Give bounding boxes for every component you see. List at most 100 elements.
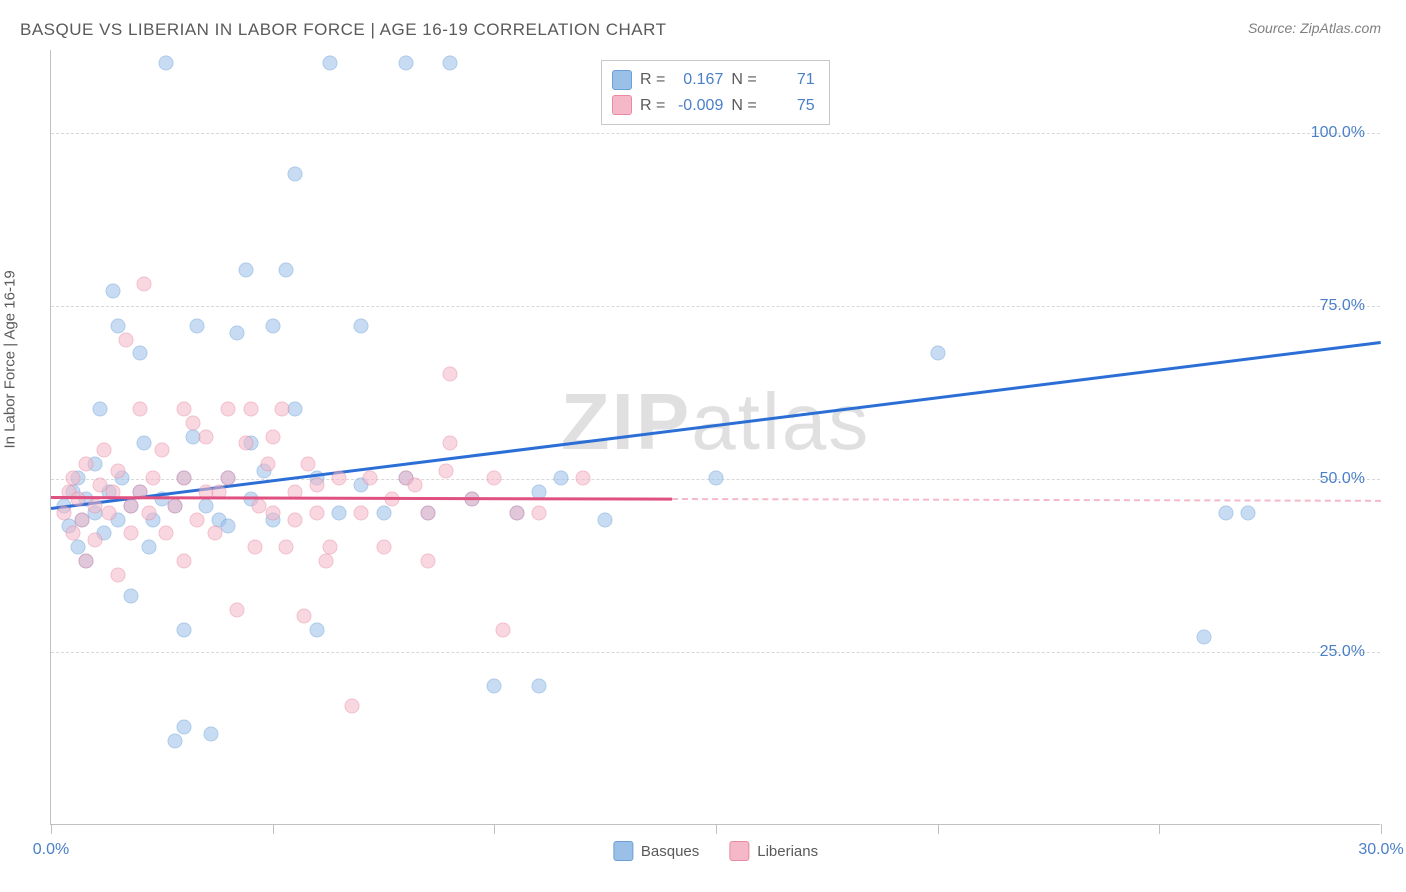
data-point bbox=[598, 512, 613, 527]
x-tick-label: 30.0% bbox=[1358, 841, 1403, 859]
data-point bbox=[443, 436, 458, 451]
n-value-liberians: 75 bbox=[765, 93, 815, 119]
gridline bbox=[51, 652, 1380, 653]
swatch-basques-icon bbox=[613, 841, 633, 861]
data-point bbox=[310, 505, 325, 520]
data-point bbox=[709, 471, 724, 486]
n-value-basques: 71 bbox=[765, 67, 815, 93]
data-point bbox=[509, 505, 524, 520]
data-point bbox=[354, 318, 369, 333]
data-point bbox=[332, 505, 347, 520]
data-point bbox=[154, 443, 169, 458]
data-point bbox=[363, 471, 378, 486]
data-point bbox=[1218, 505, 1233, 520]
data-point bbox=[301, 457, 316, 472]
data-point bbox=[407, 477, 422, 492]
data-point bbox=[531, 505, 546, 520]
data-point bbox=[487, 471, 502, 486]
data-point bbox=[1241, 505, 1256, 520]
data-point bbox=[203, 727, 218, 742]
stats-legend-box: R = 0.167 N = 71 R = -0.009 N = 75 bbox=[601, 60, 830, 125]
data-point bbox=[159, 526, 174, 541]
legend-item-liberians: Liberians bbox=[729, 841, 818, 861]
x-tick-label: 0.0% bbox=[33, 841, 69, 859]
y-axis-label: In Labor Force | Age 16-19 bbox=[2, 270, 19, 448]
data-point bbox=[243, 401, 258, 416]
data-point bbox=[141, 505, 156, 520]
data-point bbox=[177, 471, 192, 486]
data-point bbox=[287, 401, 302, 416]
data-point bbox=[137, 277, 152, 292]
data-point bbox=[110, 567, 125, 582]
data-point bbox=[177, 623, 192, 638]
data-point bbox=[177, 401, 192, 416]
data-point bbox=[376, 505, 391, 520]
data-point bbox=[123, 498, 138, 513]
data-point bbox=[265, 505, 280, 520]
data-point bbox=[66, 471, 81, 486]
data-point bbox=[376, 540, 391, 555]
data-point bbox=[92, 401, 107, 416]
data-point bbox=[323, 55, 338, 70]
data-point bbox=[265, 318, 280, 333]
gridline bbox=[51, 133, 1380, 134]
data-point bbox=[185, 415, 200, 430]
data-point bbox=[398, 55, 413, 70]
data-point bbox=[576, 471, 591, 486]
data-point bbox=[354, 505, 369, 520]
x-tick bbox=[716, 824, 717, 834]
y-tick-label: 100.0% bbox=[1311, 124, 1365, 142]
stats-row-basques: R = 0.167 N = 71 bbox=[612, 67, 815, 93]
data-point bbox=[110, 318, 125, 333]
data-point bbox=[123, 526, 138, 541]
data-point bbox=[221, 401, 236, 416]
trend-line-dashed bbox=[672, 498, 1381, 502]
data-point bbox=[553, 471, 568, 486]
data-point bbox=[221, 471, 236, 486]
data-point bbox=[265, 429, 280, 444]
r-value-liberians: -0.009 bbox=[673, 93, 723, 119]
y-tick-label: 75.0% bbox=[1320, 297, 1365, 315]
data-point bbox=[278, 263, 293, 278]
data-point bbox=[101, 505, 116, 520]
data-point bbox=[345, 699, 360, 714]
data-point bbox=[239, 263, 254, 278]
data-point bbox=[168, 733, 183, 748]
data-point bbox=[230, 602, 245, 617]
data-point bbox=[332, 471, 347, 486]
data-point bbox=[487, 678, 502, 693]
data-point bbox=[57, 505, 72, 520]
data-point bbox=[110, 464, 125, 479]
data-point bbox=[145, 471, 160, 486]
data-point bbox=[97, 443, 112, 458]
chart-plot-area: ZIPatlas R = 0.167 N = 71 R = -0.009 N =… bbox=[50, 50, 1380, 825]
data-point bbox=[70, 540, 85, 555]
swatch-basques bbox=[612, 70, 632, 90]
data-point bbox=[208, 526, 223, 541]
data-point bbox=[79, 554, 94, 569]
data-point bbox=[323, 540, 338, 555]
data-point bbox=[438, 464, 453, 479]
data-point bbox=[132, 346, 147, 361]
x-tick bbox=[938, 824, 939, 834]
data-point bbox=[274, 401, 289, 416]
data-point bbox=[106, 284, 121, 299]
r-value-basques: 0.167 bbox=[673, 67, 723, 93]
data-point bbox=[70, 491, 85, 506]
x-tick bbox=[273, 824, 274, 834]
data-point bbox=[159, 55, 174, 70]
trend-line bbox=[51, 496, 672, 500]
swatch-liberians-icon bbox=[729, 841, 749, 861]
data-point bbox=[190, 512, 205, 527]
y-tick-label: 50.0% bbox=[1320, 470, 1365, 488]
y-tick-label: 25.0% bbox=[1320, 643, 1365, 661]
data-point bbox=[230, 325, 245, 340]
data-point bbox=[177, 554, 192, 569]
data-point bbox=[496, 623, 511, 638]
data-point bbox=[177, 720, 192, 735]
data-point bbox=[318, 554, 333, 569]
data-point bbox=[930, 346, 945, 361]
data-point bbox=[278, 540, 293, 555]
data-point bbox=[75, 512, 90, 527]
data-point bbox=[132, 401, 147, 416]
